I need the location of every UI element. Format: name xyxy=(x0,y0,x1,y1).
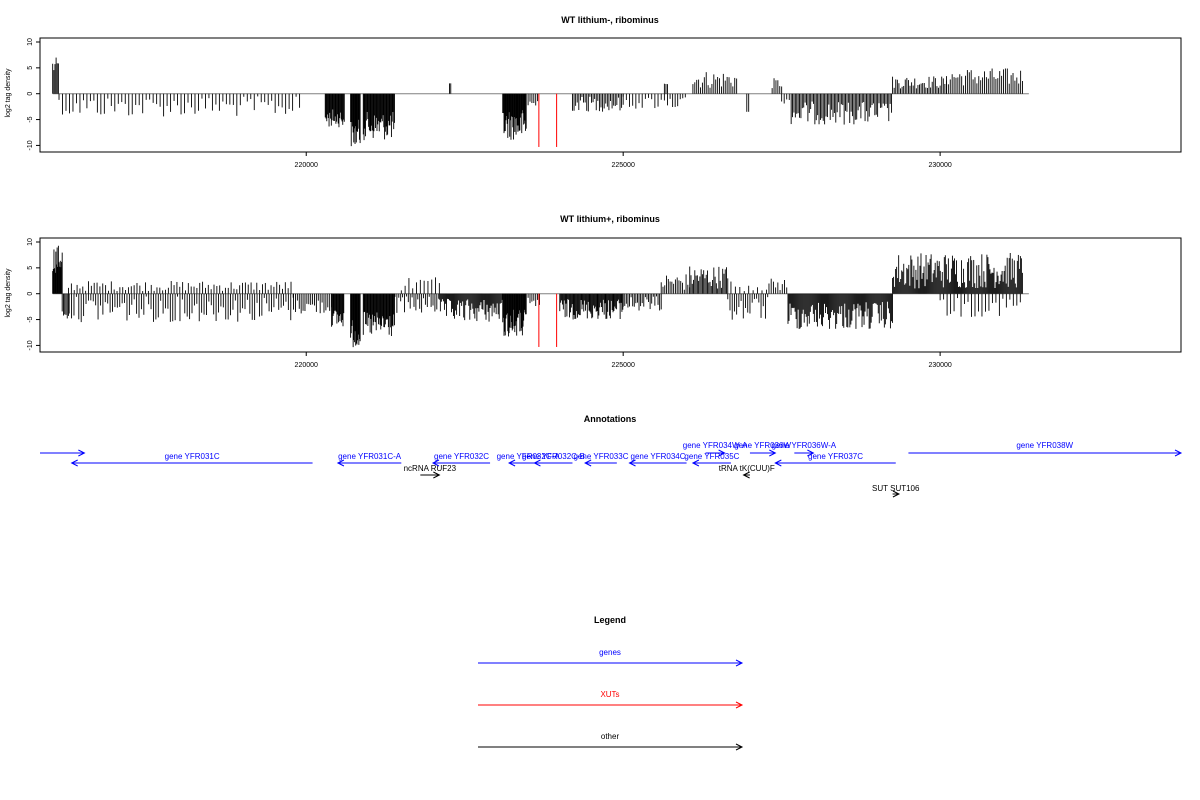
annotation-feature: gene YFR031C-A xyxy=(336,452,402,467)
legend-item: other xyxy=(478,732,744,751)
legend-arrowhead xyxy=(735,659,744,667)
feature-label: gene YFR032C-A xyxy=(497,452,561,461)
feature-arrowhead xyxy=(78,449,86,457)
legend-label: XUTs xyxy=(600,690,619,699)
density-bars xyxy=(52,245,1029,348)
feature-label: gene YFR038W xyxy=(1016,441,1073,450)
legend-label: other xyxy=(601,732,620,741)
y-axis: -10 -5 0 5 10 xyxy=(27,38,41,150)
feature-arrowhead xyxy=(718,449,726,457)
annotation-feature: gene YFR037C xyxy=(774,452,896,467)
feature-label: SUT SUT106 xyxy=(872,484,920,493)
feature-label: gene YFR034C xyxy=(631,452,686,461)
feature-label: gene YFR037C xyxy=(808,452,863,461)
annotation-feature: gene YFR034W-A xyxy=(683,441,748,457)
annotations-track: Annotations gene YFR031C gene YFR031C-Anc… xyxy=(40,414,1183,498)
annotation-feature: gene YFR036W xyxy=(734,441,791,457)
legend-items: genes XUTs other xyxy=(478,648,744,751)
y-tick-label: -10 xyxy=(27,340,34,350)
annotation-feature: gene YFR038W xyxy=(908,441,1183,457)
y-tick-label: 5 xyxy=(27,266,34,270)
annotation-feature: gene YFR036W-A xyxy=(772,441,837,457)
y-tick-label: 0 xyxy=(27,92,34,96)
feature-arrowhead xyxy=(807,449,815,457)
feature-arrowhead xyxy=(774,459,782,467)
panel-title: WT lithium-, ribominus xyxy=(561,15,659,25)
y-tick-label: -5 xyxy=(27,116,34,122)
annotation-feature: gene YFR033C xyxy=(573,452,629,467)
y-tick-label: 5 xyxy=(27,66,34,70)
panel-lithium-plus: WT lithium+, ribominus log2 tag density … xyxy=(5,214,1182,369)
annotation-feature: tRNA tK(CUU)F xyxy=(719,464,775,479)
annotation-feature: gene YFR032C-B xyxy=(522,452,585,467)
legend: Legend genes XUTs other xyxy=(478,615,744,751)
y-tick-label: 0 xyxy=(27,292,34,296)
y-axis-label: log2 tag density xyxy=(5,268,12,318)
legend-item: XUTs xyxy=(478,690,744,709)
feature-arrowhead xyxy=(70,459,78,467)
y-tick-label: 10 xyxy=(27,38,34,46)
annotation-feature: gene YFR034C xyxy=(628,452,687,467)
legend-arrowhead xyxy=(735,743,744,751)
feature-arrowhead xyxy=(507,459,516,467)
annotation-feature: gene YFR035C xyxy=(684,452,740,467)
feature-arrowhead xyxy=(431,459,440,467)
feature-label: tRNA tK(CUU)F xyxy=(719,464,775,473)
annotation-feature: SUT SUT106 xyxy=(872,484,920,498)
annotation-feature: ncRNA RUF23 xyxy=(404,464,457,479)
feature-arrowhead xyxy=(584,459,592,467)
feature-label: gene YFR036W xyxy=(734,441,791,450)
x-axis: 220000 225000 230000 xyxy=(295,352,952,369)
y-axis-label: log2 tag density xyxy=(5,68,12,118)
feature-arrowhead xyxy=(892,490,901,498)
feature-label: ncRNA RUF23 xyxy=(404,464,457,473)
legend-label: genes xyxy=(599,648,621,657)
annotations-title: Annotations xyxy=(584,414,637,424)
y-tick-label: -10 xyxy=(27,140,34,150)
x-tick-label: 230000 xyxy=(928,362,951,369)
annotation-feature xyxy=(40,449,86,457)
feature-label: gene YFR032C-B xyxy=(522,452,585,461)
feature-arrowhead xyxy=(769,449,777,457)
feature-label: gene YFR033C xyxy=(573,452,628,461)
legend-title: Legend xyxy=(594,615,626,625)
legend-item: genes xyxy=(478,648,744,667)
x-tick-label: 220000 xyxy=(295,162,318,169)
feature-label: gene YFR031C xyxy=(165,452,220,461)
panel-title: WT lithium+, ribominus xyxy=(560,214,660,224)
density-bars xyxy=(52,57,1029,147)
x-tick-label: 220000 xyxy=(295,362,318,369)
feature-label: gene YFR036W-A xyxy=(772,441,837,450)
feature-label: gene YFR035C xyxy=(684,452,739,461)
annotation-feature: gene YFR032C xyxy=(431,452,491,467)
feature-arrowhead xyxy=(336,459,345,467)
annotation-feature: gene YFR031C xyxy=(70,452,313,467)
x-axis: 220000 225000 230000 xyxy=(295,152,952,169)
y-axis: -10 -5 0 5 10 xyxy=(27,238,41,350)
x-tick-label: 230000 xyxy=(928,162,951,169)
y-tick-label: -5 xyxy=(27,316,34,322)
legend-arrowhead xyxy=(735,701,744,709)
feature-arrowhead xyxy=(533,459,541,467)
feature-arrowhead xyxy=(742,471,750,479)
feature-arrowhead xyxy=(1174,449,1183,457)
x-tick-label: 225000 xyxy=(611,362,634,369)
feature-arrowhead xyxy=(691,459,700,467)
panel-lithium-minus: WT lithium-, ribominus log2 tag density … xyxy=(5,15,1182,169)
feature-label: gene YFR031C-A xyxy=(338,452,402,461)
feature-arrowhead xyxy=(433,471,441,479)
x-tick-label: 225000 xyxy=(611,162,634,169)
y-tick-label: 10 xyxy=(27,238,34,246)
feature-arrowhead xyxy=(628,459,636,467)
feature-label: gene YFR034W-A xyxy=(683,441,748,450)
feature-label: gene YFR032C xyxy=(434,452,489,461)
